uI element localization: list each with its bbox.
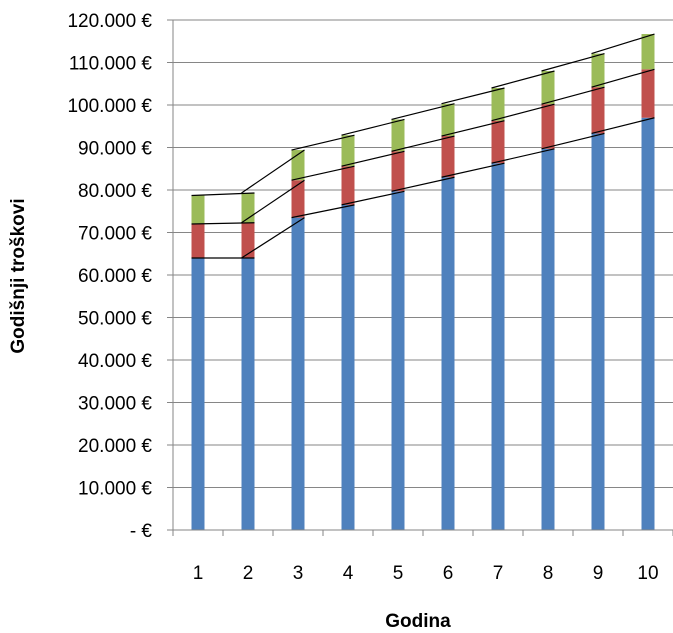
bar-series3	[241, 192, 255, 223]
series-line-1	[491, 148, 555, 164]
series-line-2	[391, 135, 455, 152]
y-tick-label: 100.000 €	[67, 96, 152, 117]
series-line-1	[441, 162, 505, 178]
y-tick-label: 110.000 €	[69, 54, 153, 75]
y-tick-label: 30.000 €	[78, 394, 152, 415]
series-line-3	[341, 118, 405, 136]
series-line-2	[241, 179, 305, 224]
x-tick-label: 7	[493, 563, 504, 584]
bar-series2	[291, 180, 305, 218]
y-tick-label: 10.000 €	[78, 479, 152, 500]
x-tick-label: 9	[593, 563, 604, 584]
bars	[191, 34, 655, 530]
y-tick-label: 70.000 €	[78, 224, 152, 245]
gridlines	[173, 19, 673, 531]
series-line-2	[291, 165, 355, 181]
series-line-3	[541, 52, 605, 72]
x-axis-title: Godina	[385, 611, 451, 632]
bar-series3	[191, 195, 205, 224]
bar-series3	[391, 119, 405, 152]
bar-series1	[391, 191, 405, 530]
bar-series1	[341, 204, 355, 530]
axes	[167, 19, 673, 536]
series-line-1	[341, 190, 405, 206]
series-line-1	[391, 176, 455, 192]
y-tick-label: 120.000 €	[67, 11, 152, 32]
series-line-3	[241, 149, 305, 194]
bar-series2	[391, 151, 405, 192]
series-line-1	[591, 117, 655, 135]
series-line-2	[541, 86, 605, 105]
bar-series1	[291, 217, 305, 530]
x-tick-labels: 1 2 3 4 5 6 7 8 9 10	[193, 563, 659, 584]
series-line-2	[341, 150, 405, 167]
bar-series2	[491, 120, 505, 164]
x-tick-label: 6	[443, 563, 454, 584]
bar-series2	[191, 224, 205, 258]
bar-series3	[641, 34, 655, 70]
bar-series3	[541, 71, 555, 105]
bar-series3	[591, 53, 605, 88]
series-line-3	[291, 134, 355, 151]
x-tick-label: 3	[293, 563, 304, 584]
y-tick-labels: - € 10.000 € 20.000 € 30.000 € 40.000 € 50.00…	[67, 11, 152, 542]
y-tick-label: 90.000 €	[78, 139, 152, 160]
bar-series2	[341, 166, 355, 205]
x-tick-label: 8	[543, 563, 554, 584]
series-line-2	[591, 68, 655, 88]
y-tick-label: 50.000 €	[78, 309, 152, 330]
bar-series1	[191, 258, 205, 530]
y-tick-label: - €	[130, 521, 153, 542]
series-line-3	[391, 103, 455, 121]
x-tick-label: 1	[193, 563, 204, 584]
x-tick-label: 4	[343, 563, 354, 584]
bar-series1	[491, 163, 505, 530]
bar-series2	[591, 87, 605, 134]
bar-series3	[291, 150, 305, 181]
series-line-3	[441, 87, 505, 105]
bar-series3	[491, 88, 505, 121]
series-line-1	[241, 217, 305, 259]
bar-series1	[641, 117, 655, 530]
series-line-1	[541, 132, 605, 150]
bar-series1	[591, 133, 605, 530]
bar-series2	[441, 136, 455, 178]
y-tick-label: 20.000 €	[78, 436, 152, 457]
bar-series1	[441, 177, 455, 530]
bar-series1	[241, 258, 255, 530]
series-line-3	[191, 192, 255, 197]
bar-series2	[641, 69, 655, 118]
series-line-2	[191, 222, 255, 225]
y-tick-label: 60.000 €	[78, 266, 152, 287]
bar-series1	[541, 148, 555, 530]
y-tick-label: 40.000 €	[78, 351, 152, 372]
series-connector-lines	[191, 33, 655, 259]
y-axis-title: Godišnji troškovi	[8, 198, 29, 353]
series-line-2	[491, 103, 555, 122]
x-tick-label: 5	[393, 563, 404, 584]
x-tick-label: 10	[637, 563, 658, 584]
y-tick-label: 80.000 €	[78, 181, 152, 202]
series-line-3	[491, 70, 555, 89]
bar-series3	[341, 135, 355, 167]
bar-series2	[241, 222, 255, 258]
series-line-1	[291, 204, 355, 219]
series-line-2	[441, 120, 505, 137]
bar-series3	[441, 103, 455, 137]
bar-series2	[541, 104, 555, 149]
x-tick-label: 2	[243, 563, 254, 584]
series-line-3	[591, 33, 655, 55]
